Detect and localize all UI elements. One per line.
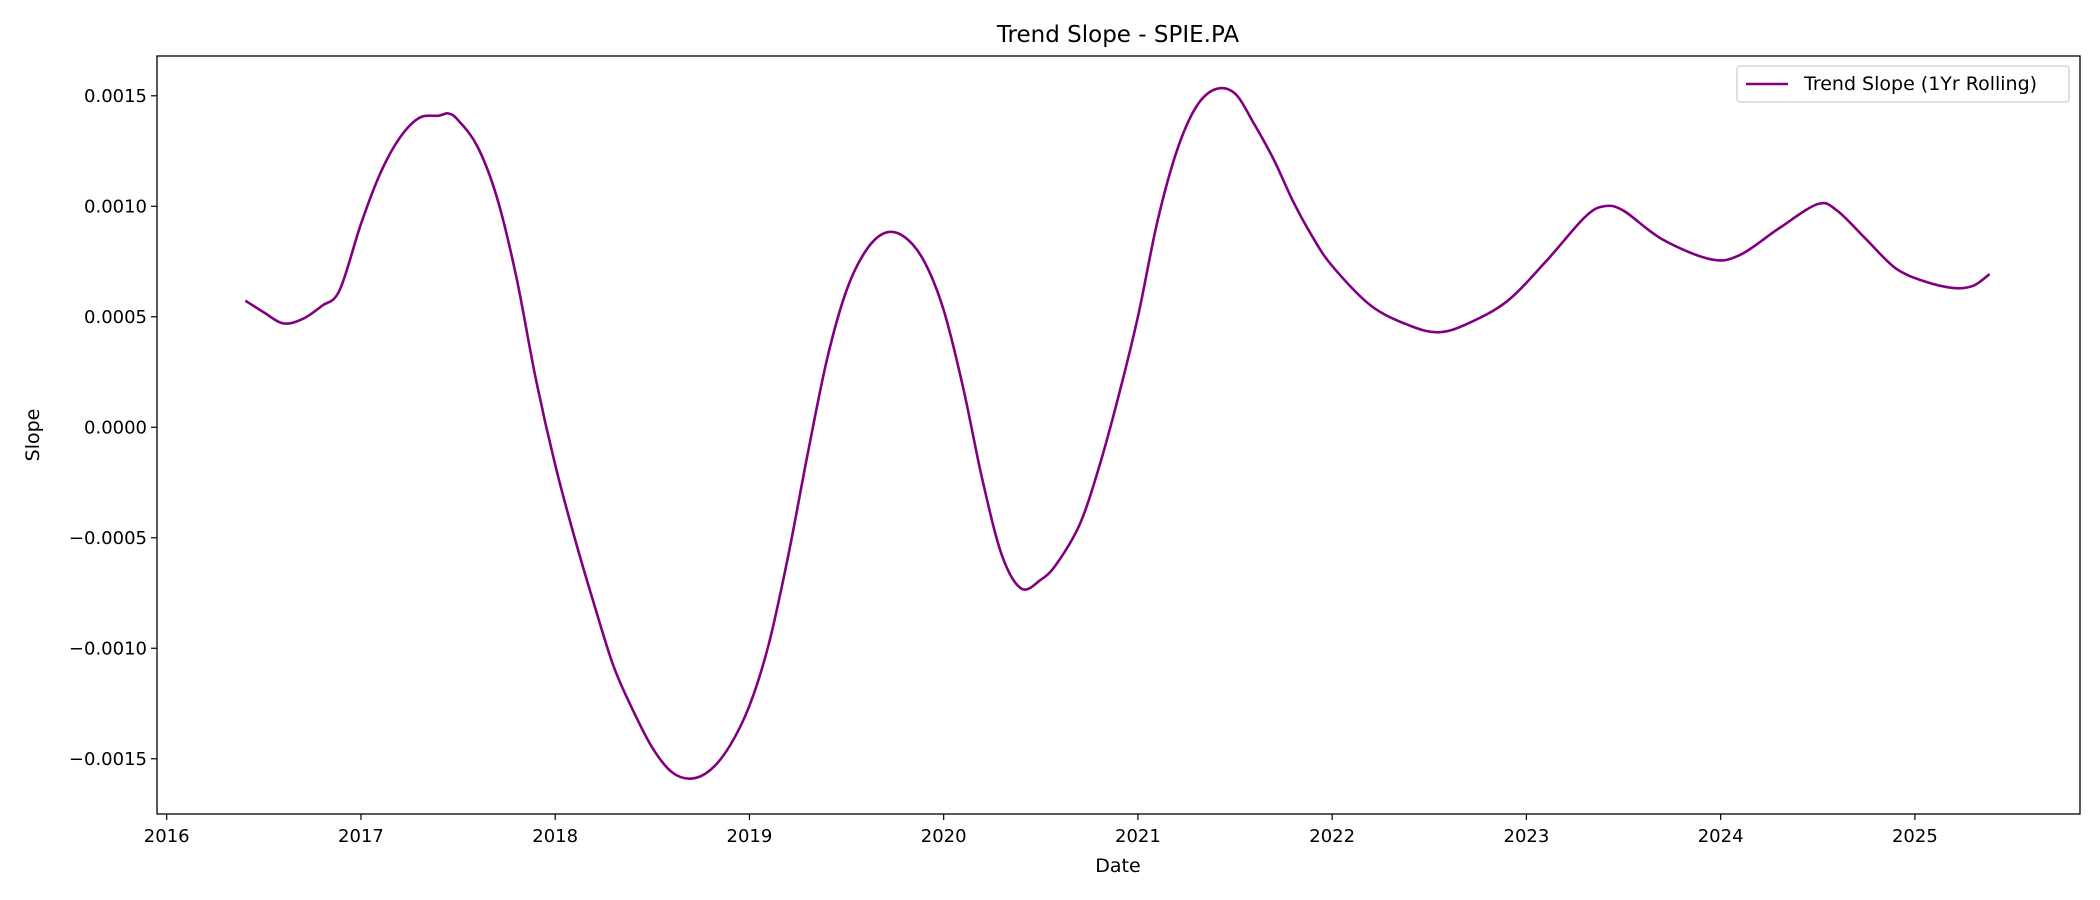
y-axis-ticks: −0.0015 −0.0010 −0.0005 0.0000 0.0005 0.0010 0… (69, 86, 157, 770)
legend-label: Trend Slope (1Yr Rolling) (1803, 73, 2037, 95)
x-tick-label: 2019 (727, 826, 773, 847)
x-tick-label: 2017 (338, 826, 384, 847)
series-layer (245, 86, 1991, 780)
plot-area (156, 55, 2081, 815)
x-tick-label: 2024 (1698, 826, 1744, 847)
y-tick-label: 0.0005 (84, 307, 147, 328)
x-tick-label: 2023 (1504, 826, 1550, 847)
x-tick-label: 2021 (1115, 826, 1161, 847)
y-tick-label: −0.0005 (69, 528, 147, 549)
x-tick-label: 2016 (144, 826, 190, 847)
y-tick-label: −0.0010 (69, 638, 147, 659)
series-line (245, 86, 1991, 780)
x-tick-label: 2018 (532, 826, 578, 847)
y-tick-label: 0.0015 (84, 86, 147, 107)
x-axis-label: Date (1095, 855, 1140, 877)
y-tick-label: 0.0010 (84, 196, 147, 217)
x-tick-label: 2020 (921, 826, 967, 847)
x-axis-ticks: 2016 2017 2018 2019 2020 2021 2022 2023 2024 2025 (144, 814, 1938, 847)
chart-title: Trend Slope - SPIE.PA (996, 22, 1239, 48)
y-axis-label: Slope (22, 409, 44, 462)
x-tick-label: 2022 (1309, 826, 1355, 847)
legend: Trend Slope (1Yr Rolling) (1736, 65, 2070, 103)
legend-box (1736, 65, 2070, 103)
y-tick-label: −0.0015 (69, 749, 147, 770)
y-tick-label: 0.0000 (84, 417, 147, 438)
x-tick-label: 2025 (1892, 826, 1938, 847)
